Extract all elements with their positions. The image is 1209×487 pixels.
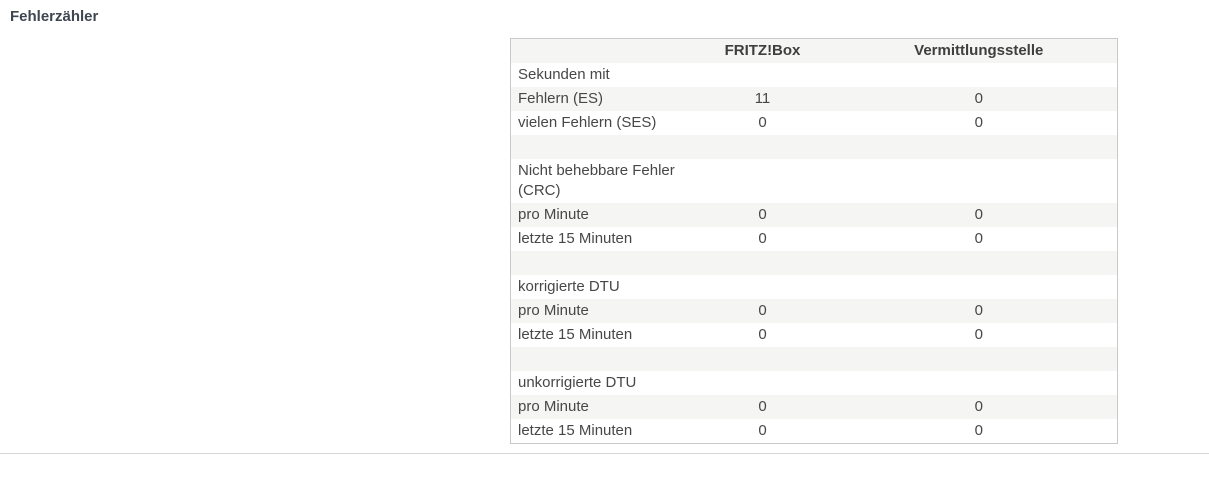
fritzbox-value-cell — [685, 371, 838, 395]
row-label-cell: vielen Fehlern (SES) — [518, 114, 657, 131]
vermittlungsstelle-value-cell: 0 — [974, 302, 983, 319]
section-row: korrigierte DTU — [511, 275, 1118, 299]
spacer-row — [510, 251, 1118, 275]
table-header-row: FRITZ!Box Vermittlungsstelle — [510, 38, 1118, 64]
row-label-cell: pro Minute — [518, 206, 589, 223]
fritzbox-value-cell: 11 — [754, 90, 771, 107]
header-fritzbox: FRITZ!Box — [724, 42, 801, 59]
vermittlungsstelle-value-cell: 0 — [974, 398, 983, 415]
data-row: pro Minute 0 0 — [510, 203, 1118, 227]
row-label-cell: korrigierte DTU — [518, 278, 620, 295]
row-label-cell: letzte 15 Minuten — [518, 422, 633, 439]
row-label-cell: unkorrigierte DTU — [518, 374, 637, 391]
vermittlungsstelle-value-cell — [838, 251, 1118, 275]
section-row: Nicht behebbare Fehler (CRC) — [511, 159, 1118, 203]
header-vermittlungsstelle: Vermittlungsstelle — [914, 42, 1044, 59]
fritzbox-value-cell — [685, 63, 838, 87]
row-label-cell: letzte 15 Minuten — [518, 326, 633, 343]
page-title: Fehlerzähler — [10, 8, 99, 25]
fritzbox-value-cell: 0 — [758, 230, 767, 247]
fritzbox-value-cell: 0 — [758, 302, 767, 319]
row-label-cell — [511, 347, 685, 371]
vermittlungsstelle-value-cell — [838, 135, 1118, 159]
vermittlungsstelle-value-cell — [838, 371, 1118, 395]
error-counter-table: FRITZ!Box Vermittlungsstelle Sekunden mi… — [510, 38, 1118, 444]
vermittlungsstelle-value-cell — [838, 275, 1118, 299]
fritzbox-value-cell — [685, 275, 838, 299]
vermittlungsstelle-value-cell: 0 — [974, 90, 983, 107]
data-row: letzte 15 Minuten 0 0 — [511, 419, 1118, 444]
fritzbox-value-cell — [685, 347, 838, 371]
vermittlungsstelle-value-cell — [838, 347, 1118, 371]
row-label-cell: letzte 15 Minuten — [518, 230, 633, 247]
row-label-cell: pro Minute — [518, 302, 589, 319]
vermittlungsstelle-value-cell: 0 — [974, 114, 983, 131]
spacer-row — [510, 135, 1118, 159]
fritzbox-value-cell: 0 — [758, 206, 767, 223]
vermittlungsstelle-value-cell: 0 — [974, 422, 983, 439]
fritzbox-value-cell: 0 — [758, 326, 767, 343]
vermittlungsstelle-value-cell: 0 — [974, 230, 983, 247]
vermittlungsstelle-value-cell: 0 — [974, 326, 983, 343]
data-row: pro Minute 0 0 — [510, 395, 1118, 419]
header-empty-cell — [511, 39, 685, 64]
fritzbox-value-cell: 0 — [758, 422, 767, 439]
spacer-row — [510, 347, 1118, 371]
data-row: vielen Fehlern (SES) 0 0 — [511, 111, 1118, 135]
horizontal-divider — [0, 453, 1209, 454]
fritzbox-value-cell: 0 — [758, 398, 767, 415]
vermittlungsstelle-value-cell — [838, 63, 1118, 87]
row-label-cell: pro Minute — [518, 398, 589, 415]
data-row: Fehlern (ES) 11 0 — [510, 87, 1118, 111]
section-row: Sekunden mit — [511, 63, 1118, 87]
row-label-cell: Sekunden mit — [518, 66, 610, 83]
fritzbox-value-cell — [685, 135, 838, 159]
section-row: unkorrigierte DTU — [511, 371, 1118, 395]
fritzbox-value-cell: 0 — [758, 114, 767, 131]
data-row: letzte 15 Minuten 0 0 — [511, 323, 1118, 347]
row-label-cell — [511, 135, 685, 159]
vermittlungsstelle-value-cell — [838, 159, 1118, 203]
vermittlungsstelle-value-cell: 0 — [974, 206, 983, 223]
fritzbox-value-cell — [685, 251, 838, 275]
data-row: pro Minute 0 0 — [510, 299, 1118, 323]
error-counter-table-container: FRITZ!Box Vermittlungsstelle Sekunden mi… — [510, 38, 1118, 444]
row-label-cell — [511, 251, 685, 275]
data-row: letzte 15 Minuten 0 0 — [511, 227, 1118, 251]
fritzbox-value-cell — [685, 159, 838, 203]
row-label-cell: Nicht behebbare Fehler (CRC) — [518, 162, 675, 199]
row-label-cell: Fehlern (ES) — [518, 90, 604, 107]
